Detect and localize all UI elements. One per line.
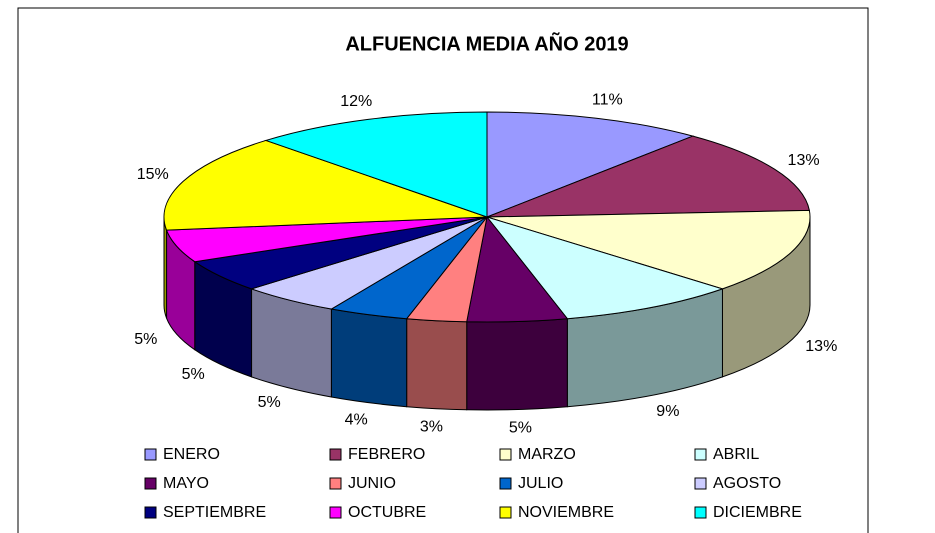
legend-swatch bbox=[329, 506, 342, 519]
legend-swatch bbox=[144, 448, 157, 461]
legend-swatch bbox=[144, 477, 157, 490]
legend-swatch bbox=[499, 448, 512, 461]
data-label: 5% bbox=[509, 420, 532, 437]
data-label: 15% bbox=[137, 166, 169, 183]
data-label: 11% bbox=[592, 92, 623, 109]
legend-swatch bbox=[329, 448, 342, 461]
pie-slice bbox=[264, 111, 488, 218]
pie-slice bbox=[485, 216, 725, 320]
data-label: 3% bbox=[420, 419, 443, 436]
data-label: 4% bbox=[345, 411, 368, 428]
legend-label: MARZO bbox=[518, 446, 576, 463]
legend-swatch bbox=[329, 477, 342, 490]
pie-side bbox=[330, 308, 408, 408]
pie-side bbox=[406, 318, 468, 411]
data-label: 13% bbox=[805, 338, 837, 355]
legend-label: MAYO bbox=[163, 475, 209, 492]
legend-label: ENERO bbox=[163, 446, 220, 463]
legend-label: FEBRERO bbox=[348, 446, 425, 463]
legend-label: AGOSTO bbox=[713, 475, 781, 492]
legend-swatch bbox=[694, 506, 707, 519]
data-label: 9% bbox=[656, 403, 679, 420]
data-label: 5% bbox=[182, 366, 205, 383]
legend-label: JUNIO bbox=[348, 475, 396, 492]
legend-swatch bbox=[499, 506, 512, 519]
pie-slice bbox=[163, 139, 488, 231]
data-label: 5% bbox=[258, 394, 281, 411]
legend-label: OCTUBRE bbox=[348, 504, 426, 521]
chart-title: ALFUENCIA MEDIA AÑO 2019 bbox=[345, 32, 628, 55]
legend-label: NOVIEMBRE bbox=[518, 504, 614, 521]
legend-swatch bbox=[144, 506, 157, 519]
legend-label: ABRIL bbox=[713, 446, 759, 463]
pie-side bbox=[163, 216, 168, 319]
legend-label: JULIO bbox=[518, 475, 563, 492]
legend-label: DICIEMBRE bbox=[713, 504, 802, 521]
data-label: 12% bbox=[340, 93, 372, 110]
pie-slice bbox=[486, 111, 695, 218]
pie-slice bbox=[486, 135, 810, 218]
data-label: 13% bbox=[788, 152, 820, 169]
legend-swatch bbox=[694, 477, 707, 490]
legend-swatch bbox=[499, 477, 512, 490]
pie-side bbox=[466, 318, 568, 411]
legend-label: SEPTIEMBRE bbox=[163, 504, 266, 521]
pie-slice bbox=[486, 209, 811, 290]
data-label: 5% bbox=[134, 331, 157, 348]
legend-swatch bbox=[694, 448, 707, 461]
